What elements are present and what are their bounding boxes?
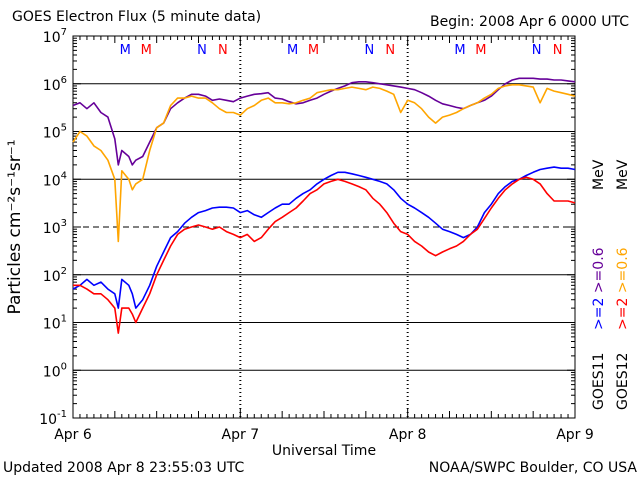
y-tick-label: 102 <box>43 266 67 285</box>
x-tick-label: Apr 9 <box>556 427 594 443</box>
x-axis-label: Universal Time <box>272 443 376 459</box>
series-line <box>73 176 576 334</box>
mn-marker: M <box>454 43 465 58</box>
begin-time: Begin: 2008 Apr 6 0000 UTC <box>430 14 629 30</box>
x-tick-label: Apr 8 <box>389 427 427 443</box>
mn-marker: N <box>218 43 228 58</box>
x-tick-label: Apr 7 <box>222 427 260 443</box>
legend-energy: >=2 >=0.6 <box>591 247 607 330</box>
mn-marker: M <box>141 43 152 58</box>
y-tick-label: 100 <box>43 361 67 380</box>
mn-marker: M <box>120 43 131 58</box>
legend-satellite: GOES12 <box>615 353 631 410</box>
credit-text: NOAA/SWPC Boulder, CO USA <box>428 460 637 476</box>
series-line <box>72 77 576 166</box>
y-tick-label: 104 <box>43 170 67 189</box>
updated-time: Updated 2008 Apr 8 23:55:03 UTC <box>3 460 245 476</box>
y-tick-label: 107 <box>43 27 67 46</box>
x-tick-label: Apr 6 <box>54 427 92 443</box>
mn-marker: M <box>475 43 486 58</box>
mn-marker: N <box>385 43 395 58</box>
mn-marker: M <box>308 43 319 58</box>
y-tick-label: 101 <box>43 314 67 333</box>
y-tick-label: 106 <box>43 75 67 94</box>
series-line <box>72 84 576 243</box>
mn-marker: N <box>553 43 563 58</box>
mn-marker: N <box>532 43 542 58</box>
y-tick-label: 105 <box>43 123 67 142</box>
legend-satellite: GOES11 <box>591 353 607 410</box>
legend-energy: >=2 >=0.6 <box>615 247 631 330</box>
mn-marker: N <box>364 43 374 58</box>
legend-unit: MeV <box>591 159 607 190</box>
y-tick-label: 103 <box>43 218 67 237</box>
mn-marker: N <box>197 43 207 58</box>
legend-unit: MeV <box>615 159 631 190</box>
y-tick-label: 10-1 <box>39 409 67 428</box>
chart-title: GOES Electron Flux (5 minute data) <box>12 9 262 25</box>
series-line <box>72 166 576 309</box>
mn-marker: M <box>287 43 298 58</box>
y-axis-label: Particles cm⁻²s⁻¹sr⁻¹ <box>5 139 25 314</box>
